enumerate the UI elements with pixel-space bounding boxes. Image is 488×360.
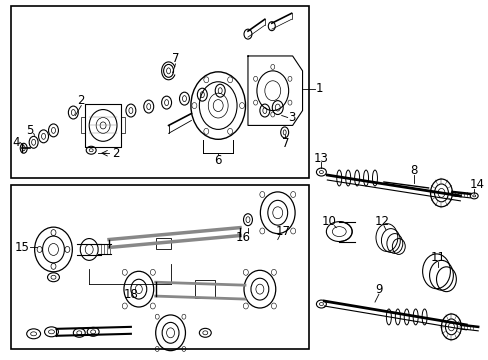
Text: 7: 7 [171,53,179,66]
Bar [155,238,170,249]
Text: 18: 18 [123,288,138,301]
Text: 17: 17 [275,225,289,238]
Text: 13: 13 [313,152,328,165]
Text: 16: 16 [235,231,250,244]
Text: 10: 10 [321,215,336,228]
Bar [81,117,85,133]
Text: 7: 7 [282,137,289,150]
Text: 1: 1 [315,82,323,95]
Text: 8: 8 [409,163,417,176]
Text: 2: 2 [112,147,120,160]
Text: 15: 15 [14,241,29,254]
Text: 2: 2 [78,94,85,107]
Text: 11: 11 [430,251,445,264]
Bar [11,185,309,349]
Text: 12: 12 [374,215,388,228]
Bar [121,117,124,133]
Text: 6: 6 [214,154,222,167]
Text: 9: 9 [374,283,382,296]
Bar [195,280,215,298]
Text: 4: 4 [12,136,20,149]
Bar [11,6,309,178]
Text: 3: 3 [287,111,295,124]
Text: 5: 5 [26,124,33,137]
Text: 14: 14 [469,179,484,192]
